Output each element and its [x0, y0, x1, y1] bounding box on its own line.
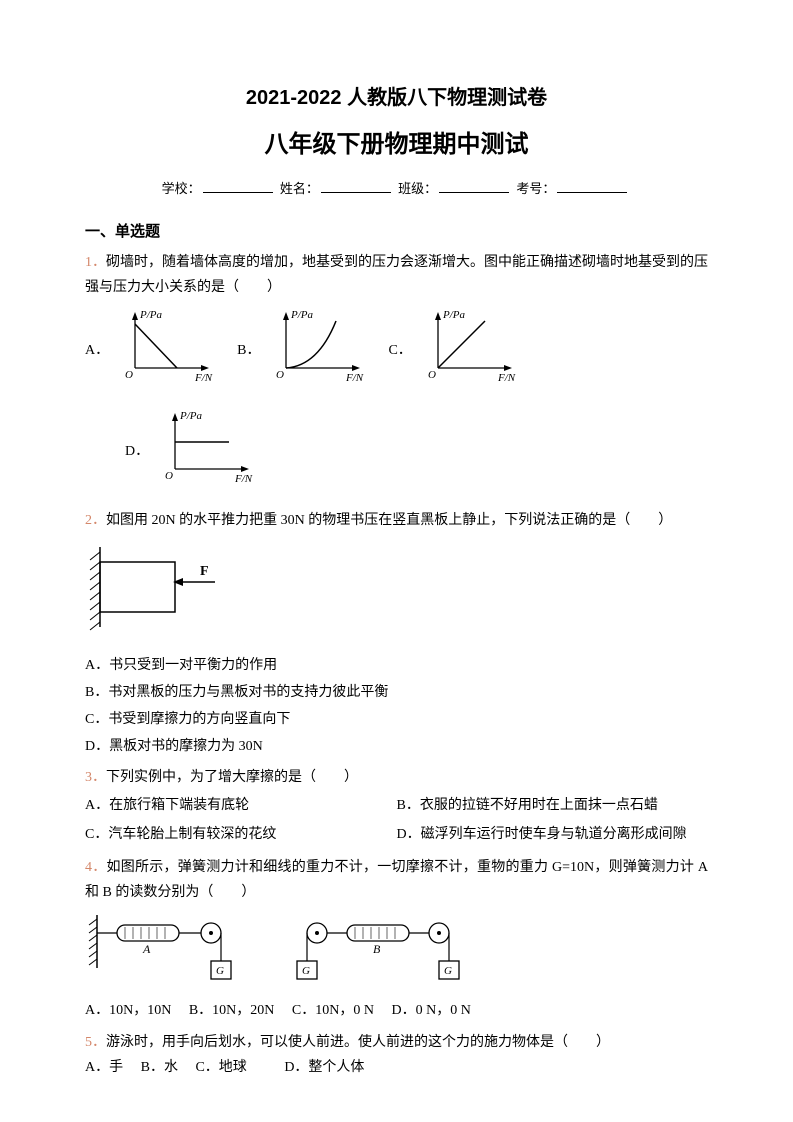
- question-3: 3．下列实例中，为了增大摩擦的是（ ） A．在旅行箱下端装有底轮 B．衣服的拉链…: [85, 765, 708, 849]
- q3-option-b: B．衣服的拉链不好用时在上面抹一点石蜡: [397, 793, 709, 818]
- svg-text:P/Pa: P/Pa: [290, 309, 313, 321]
- q2-number: 2．: [85, 513, 106, 528]
- examno-label: 考号：: [516, 181, 555, 196]
- q3-option-d: D．磁浮列车运行时使车身与轨道分离形成间隙: [397, 822, 709, 847]
- q4-text: 如图所示，弹簧测力计和细线的重力不计，一切摩擦不计，重物的重力 G=10N，则弹…: [85, 860, 708, 900]
- svg-text:F/N: F/N: [194, 372, 213, 384]
- svg-text:O: O: [428, 369, 436, 381]
- q2-option-a: A．书只受到一对平衡力的作用: [85, 653, 708, 678]
- svg-text:A: A: [142, 942, 151, 956]
- q1-graph-c: P/Pa F/N O: [420, 306, 520, 395]
- q1-text: 砌墙时，随着墙体高度的增加，地基受到的压力会逐渐增大。图中能正确描述砌墙时地基受…: [85, 255, 708, 295]
- q3-option-a: A．在旅行箱下端装有底轮: [85, 793, 397, 818]
- q5-option-a: A．手: [85, 1060, 123, 1075]
- svg-text:F/N: F/N: [345, 372, 364, 384]
- q1-label-c: C．: [388, 338, 411, 363]
- q4-option-d: D．0 N，0 N: [391, 1003, 470, 1018]
- school-blank[interactable]: [203, 192, 273, 193]
- q1-label-d: D．: [125, 439, 149, 464]
- q2-option-d: D．黑板对书的摩擦力为 30N: [85, 734, 708, 759]
- svg-text:F/N: F/N: [497, 372, 516, 384]
- svg-text:F/N: F/N: [234, 473, 253, 485]
- title-main: 2021-2022 人教版八下物理测试卷: [85, 80, 708, 116]
- q1-graph-a: P/Pa F/N O: [117, 306, 217, 395]
- q5-option-c: C．地球: [195, 1060, 246, 1075]
- svg-text:P/Pa: P/Pa: [179, 410, 202, 422]
- q2-figure: F: [85, 542, 708, 641]
- q2-text: 如图用 20N 的水平推力把重 30N 的物理书压在竖直黑板上静止，下列说法正确…: [106, 513, 672, 528]
- class-label: 班级：: [398, 181, 437, 196]
- q1-number: 1．: [85, 255, 106, 270]
- q1-label-a: A．: [85, 338, 109, 363]
- q5-number: 5．: [85, 1035, 106, 1050]
- question-2: 2．如图用 20N 的水平推力把重 30N 的物理书压在竖直黑板上静止，下列说法…: [85, 508, 708, 759]
- q5-options: A．手 B．水 C．地球 D．整个人体: [85, 1055, 708, 1080]
- q4-number: 4．: [85, 860, 107, 875]
- q3-option-c: C．汽车轮胎上制有较深的花纹: [85, 822, 397, 847]
- svg-text:G: G: [302, 965, 310, 977]
- svg-text:O: O: [165, 470, 173, 482]
- svg-text:G: G: [444, 965, 452, 977]
- svg-text:G: G: [216, 965, 224, 977]
- name-label: 姓名：: [280, 181, 319, 196]
- svg-text:P/Pa: P/Pa: [139, 309, 162, 321]
- q4-figure-row: A G G B G: [85, 913, 708, 988]
- student-info-line: 学校： 姓名： 班级： 考号：: [85, 177, 708, 200]
- q5-text: 游泳时，用手向后划水，可以使人前进。使人前进的这个力的施力物体是（ ）: [106, 1035, 610, 1050]
- q1-graph-d: P/Pa F/N O: [157, 407, 257, 496]
- question-4: 4．如图所示，弹簧测力计和细线的重力不计，一切摩擦不计，重物的重力 G=10N，…: [85, 855, 708, 1024]
- section-1-heading: 一、单选题: [85, 219, 708, 246]
- name-blank[interactable]: [321, 192, 391, 193]
- q4-option-c: C．10N，0 N: [292, 1003, 374, 1018]
- q1-option-c: C． P/Pa F/N O: [388, 306, 519, 395]
- svg-text:O: O: [276, 369, 284, 381]
- q2-option-c: C．书受到摩擦力的方向竖直向下: [85, 707, 708, 732]
- class-blank[interactable]: [439, 192, 509, 193]
- q1-option-d: D． P/Pa F/N O: [125, 407, 257, 496]
- q1-graph-b: P/Pa F/N O: [268, 306, 368, 395]
- q5-option-d: D．整个人体: [284, 1060, 364, 1075]
- svg-text:F: F: [200, 564, 209, 579]
- svg-text:P/Pa: P/Pa: [442, 309, 465, 321]
- svg-text:B: B: [373, 942, 381, 956]
- q4-option-b: B．10N，20N: [189, 1003, 275, 1018]
- school-label: 学校：: [162, 181, 201, 196]
- q3-number: 3．: [85, 770, 106, 785]
- q3-text: 下列实例中，为了增大摩擦的是（ ）: [106, 770, 358, 785]
- question-5: 5．游泳时，用手向后划水，可以使人前进。使人前进的这个力的施力物体是（ ） A．…: [85, 1030, 708, 1080]
- q1-option-a: A． P/Pa F/N O: [85, 306, 217, 395]
- q1-label-b: B．: [237, 338, 260, 363]
- title-sub: 八年级下册物理期中测试: [85, 124, 708, 167]
- q4-figure-b: G B G: [295, 913, 495, 988]
- q1-option-b: B． P/Pa F/N O: [237, 306, 368, 395]
- q2-option-b: B．书对黑板的压力与黑板对书的支持力彼此平衡: [85, 680, 708, 705]
- question-1: 1．砌墙时，随着墙体高度的增加，地基受到的压力会逐渐增大。图中能正确描述砌墙时地…: [85, 250, 708, 503]
- q5-option-b: B．水: [141, 1060, 178, 1075]
- q4-options: A．10N，10N B．10N，20N C．10N，0 N D．0 N，0 N: [85, 998, 708, 1023]
- examno-blank[interactable]: [557, 192, 627, 193]
- q4-figure-a: A G: [85, 913, 255, 988]
- svg-text:O: O: [125, 369, 133, 381]
- q4-option-a: A．10N，10N: [85, 1003, 171, 1018]
